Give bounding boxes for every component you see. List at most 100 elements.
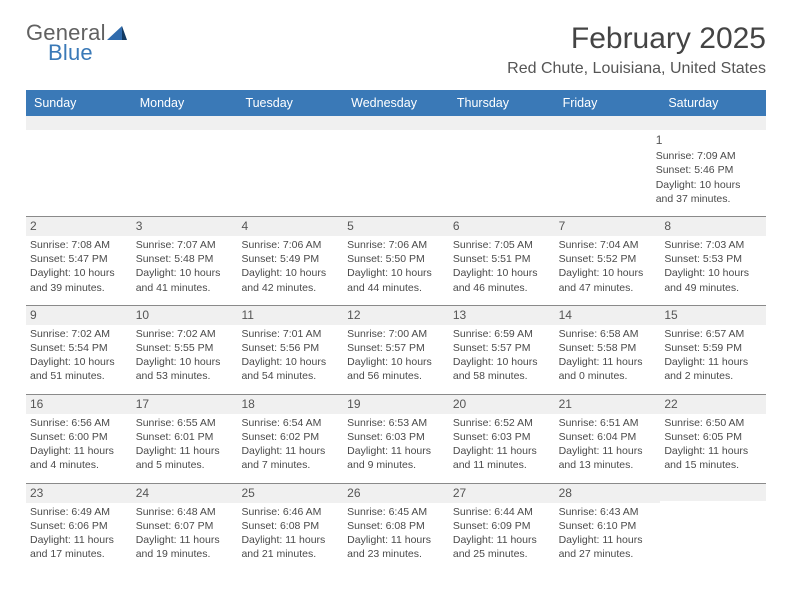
weeks-container: 1Sunrise: 7:09 AMSunset: 5:46 PMDaylight… (26, 116, 766, 569)
day-number-band: 20 (449, 394, 555, 414)
week-row: 16Sunrise: 6:56 AMSunset: 6:00 PMDayligh… (26, 392, 766, 481)
day-info-line: Sunrise: 7:06 AM (347, 238, 443, 252)
day-number: 11 (241, 308, 253, 323)
day-cell: 25Sunrise: 6:46 AMSunset: 6:08 PMDayligh… (237, 481, 343, 570)
empty-day-cell (26, 130, 130, 214)
day-number-band: 18 (237, 394, 343, 414)
day-cell: 23Sunrise: 6:49 AMSunset: 6:06 PMDayligh… (26, 481, 132, 570)
day-info-line: Sunset: 5:58 PM (559, 341, 655, 355)
day-info-line: and 56 minutes. (347, 369, 443, 383)
day-info-line: Daylight: 11 hours (241, 444, 337, 458)
day-info-line: Sunrise: 6:55 AM (136, 416, 232, 430)
day-info-line: and 42 minutes. (241, 281, 337, 295)
day-info-line: Daylight: 11 hours (453, 444, 549, 458)
day-number: 14 (559, 308, 572, 323)
week-row: 1Sunrise: 7:09 AMSunset: 5:46 PMDaylight… (26, 130, 766, 214)
day-info-line: Daylight: 11 hours (559, 444, 655, 458)
day-number: 28 (559, 486, 572, 501)
day-info-line: Sunset: 5:50 PM (347, 252, 443, 266)
day-info-line: Sunset: 5:46 PM (656, 163, 760, 177)
day-cell: 19Sunrise: 6:53 AMSunset: 6:03 PMDayligh… (343, 392, 449, 481)
day-info-line: and 2 minutes. (664, 369, 760, 383)
day-number-band: 2 (26, 216, 132, 236)
day-number: 21 (559, 397, 572, 412)
day-cell: 9Sunrise: 7:02 AMSunset: 5:54 PMDaylight… (26, 303, 132, 392)
day-number: 9 (30, 308, 37, 323)
empty-day-cell (547, 130, 651, 214)
day-cell: 2Sunrise: 7:08 AMSunset: 5:47 PMDaylight… (26, 214, 132, 303)
day-number: 20 (453, 397, 466, 412)
day-number-band (660, 483, 766, 501)
day-info-line: and 47 minutes. (559, 281, 655, 295)
day-cell: 15Sunrise: 6:57 AMSunset: 5:59 PMDayligh… (660, 303, 766, 392)
day-number: 18 (241, 397, 254, 412)
day-info-line: Daylight: 11 hours (136, 533, 232, 547)
day-info-line: Sunrise: 7:07 AM (136, 238, 232, 252)
day-info-line: Daylight: 11 hours (453, 533, 549, 547)
day-info-line: Sunset: 5:59 PM (664, 341, 760, 355)
day-info-line: Sunset: 6:03 PM (453, 430, 549, 444)
day-info-line: Sunset: 5:49 PM (241, 252, 337, 266)
day-info-line: Sunrise: 7:05 AM (453, 238, 549, 252)
day-info-line: Sunrise: 6:46 AM (241, 505, 337, 519)
day-info-line: and 21 minutes. (241, 547, 337, 561)
day-cell: 11Sunrise: 7:01 AMSunset: 5:56 PMDayligh… (237, 303, 343, 392)
day-info-line: and 9 minutes. (347, 458, 443, 472)
day-info-line: Sunrise: 7:04 AM (559, 238, 655, 252)
day-info-line: Daylight: 10 hours (453, 266, 549, 280)
day-info-line: Sunset: 5:48 PM (136, 252, 232, 266)
day-info-line: Sunrise: 6:58 AM (559, 327, 655, 341)
day-info-line: Sunset: 6:07 PM (136, 519, 232, 533)
day-cell: 4Sunrise: 7:06 AMSunset: 5:49 PMDaylight… (237, 214, 343, 303)
day-info-line: Sunrise: 6:51 AM (559, 416, 655, 430)
day-info-line: Sunset: 6:09 PM (453, 519, 549, 533)
day-number: 5 (347, 219, 354, 234)
day-info-line: Daylight: 10 hours (664, 266, 760, 280)
day-info-line: Daylight: 10 hours (241, 355, 337, 369)
day-number-band: 22 (660, 394, 766, 414)
blank-band-row (26, 116, 766, 130)
day-info-line: Sunset: 5:56 PM (241, 341, 337, 355)
day-info-line: and 53 minutes. (136, 369, 232, 383)
weekday-header-cell: Thursday (449, 90, 555, 116)
day-cell: 1Sunrise: 7:09 AMSunset: 5:46 PMDaylight… (652, 130, 766, 214)
day-cell: 14Sunrise: 6:58 AMSunset: 5:58 PMDayligh… (555, 303, 661, 392)
day-number-band: 3 (132, 216, 238, 236)
day-info-line: Sunset: 6:03 PM (347, 430, 443, 444)
day-info-line: and 4 minutes. (30, 458, 126, 472)
day-number: 22 (664, 397, 677, 412)
day-info-line: Sunrise: 6:52 AM (453, 416, 549, 430)
day-info-line: Sunrise: 6:59 AM (453, 327, 549, 341)
day-info-line: and 23 minutes. (347, 547, 443, 561)
day-info-line: Daylight: 10 hours (136, 355, 232, 369)
day-info-line: and 58 minutes. (453, 369, 549, 383)
day-cell: 10Sunrise: 7:02 AMSunset: 5:55 PMDayligh… (132, 303, 238, 392)
day-info-line: Sunrise: 6:57 AM (664, 327, 760, 341)
day-info-line: and 39 minutes. (30, 281, 126, 295)
day-number-band: 27 (449, 483, 555, 503)
day-cell: 22Sunrise: 6:50 AMSunset: 6:05 PMDayligh… (660, 392, 766, 481)
empty-day-cell (660, 481, 766, 570)
day-number: 2 (30, 219, 37, 234)
day-info-line: Sunrise: 6:54 AM (241, 416, 337, 430)
day-info-line: Sunrise: 6:44 AM (453, 505, 549, 519)
day-info-line: and 44 minutes. (347, 281, 443, 295)
day-info-line: Sunset: 5:57 PM (453, 341, 549, 355)
day-cell: 28Sunrise: 6:43 AMSunset: 6:10 PMDayligh… (555, 481, 661, 570)
day-info-line: Sunrise: 6:53 AM (347, 416, 443, 430)
day-info-line: Sunset: 5:51 PM (453, 252, 549, 266)
empty-day-cell (339, 130, 443, 214)
day-info-line: Sunset: 5:47 PM (30, 252, 126, 266)
day-info-line: Sunset: 6:00 PM (30, 430, 126, 444)
day-number-band: 24 (132, 483, 238, 503)
weekday-header-cell: Monday (132, 90, 238, 116)
week-row: 9Sunrise: 7:02 AMSunset: 5:54 PMDaylight… (26, 303, 766, 392)
day-info-line: Sunrise: 6:50 AM (664, 416, 760, 430)
day-info-line: Sunrise: 7:02 AM (136, 327, 232, 341)
day-info-line: Sunset: 6:08 PM (347, 519, 443, 533)
day-info-line: Daylight: 11 hours (136, 444, 232, 458)
week-row: 23Sunrise: 6:49 AMSunset: 6:06 PMDayligh… (26, 481, 766, 570)
day-number-band: 13 (449, 305, 555, 325)
day-info-line: and 37 minutes. (656, 192, 760, 206)
day-info-line: Sunset: 5:53 PM (664, 252, 760, 266)
